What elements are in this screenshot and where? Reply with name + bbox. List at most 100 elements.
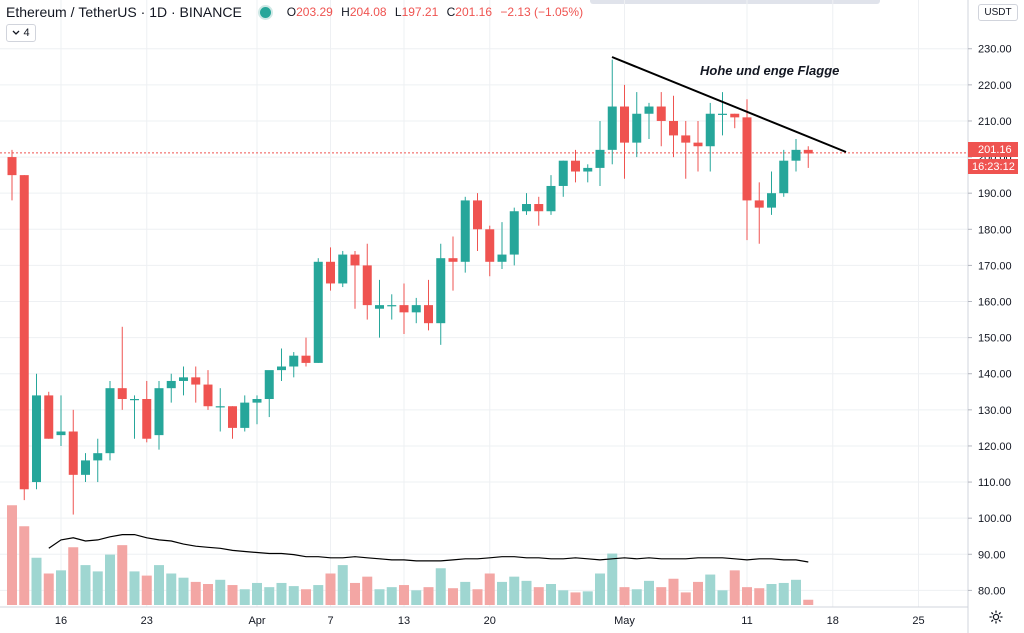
candle [436,243,446,345]
candle [656,92,666,147]
volume-bar [533,587,544,605]
symbol-base[interactable]: Ethereum [6,4,67,20]
candle [105,380,115,461]
candle-body [436,258,446,324]
candle [473,193,482,251]
volume-bar [754,588,765,605]
volume-bar [778,582,789,605]
volume-bar [105,554,115,605]
candle-body [81,460,90,475]
candle-body [240,402,250,428]
candle-body [362,265,372,306]
time-axis-label: 16 [55,615,67,627]
candle-body [460,200,470,262]
last-price-tag-text: 201.16 [978,144,1012,156]
volume-bar [7,505,17,605]
volume-bar [766,584,777,605]
candle [620,84,629,179]
candle [56,395,66,446]
candle [583,164,593,183]
candle-body [32,395,41,483]
candle-body [203,384,213,407]
candle [607,59,617,165]
last-price-tag: 201.16 [968,142,1018,157]
volume-bar [705,574,716,605]
volume-bar [80,565,91,605]
candle-body [424,305,433,324]
candle [203,370,213,410]
volume-bar [227,585,238,605]
volume-bar [570,592,581,605]
exchange-label[interactable]: BINANCE [179,4,242,20]
candle [791,139,801,172]
candle [338,250,348,288]
candle [350,250,360,309]
price-axis-label: 150.00 [978,333,1012,345]
candle [460,196,470,273]
candle-body [754,200,764,208]
price-axis-label: 190.00 [978,188,1012,200]
volume-bar [43,573,54,605]
volume-bar [337,565,348,605]
volume-bar [313,585,324,605]
time-axis-label: May [614,615,635,627]
volume-bar [729,570,740,605]
volume-bar [203,584,213,605]
gear-icon[interactable] [988,609,1004,625]
price-axis-label: 140.00 [978,369,1012,381]
candle-body [534,204,544,212]
volume-bar [693,581,703,605]
time-axis[interactable]: 16 23 Apr 7 13 20 May 11 18 25 [55,615,925,627]
candle [632,92,642,158]
indicator-toggle-button[interactable]: 4 [6,24,36,42]
volume-bar [301,589,311,605]
candle [81,453,90,483]
price-axis-label: 80.00 [978,585,1006,597]
price-axis-label: 170.00 [978,260,1012,272]
symbol-quote[interactable]: TetherUS [78,4,137,20]
candle-body [803,149,813,154]
volume-bar [190,581,201,605]
candle-body [497,254,507,262]
candle-body [7,157,17,176]
candle-body [44,395,54,439]
countdown-tag: 16:23:12 [968,159,1018,174]
price-candles [7,59,813,515]
candle-body [375,305,384,309]
candle [191,366,201,403]
candle [154,380,164,450]
candle [399,283,409,335]
candle [509,207,519,266]
volume-bar [803,599,814,605]
candle-body [191,377,201,385]
symbol-header[interactable]: Ethereum / TetherUS · 1D · BINANCE O203.… [6,4,583,20]
volume-bar [276,582,287,605]
flag-annotation[interactable]: Hohe und enge Flagge [700,63,839,78]
high-label: H [341,5,350,19]
candle [571,149,580,183]
candle [754,182,764,244]
candle-body [399,305,409,313]
volume-bar [68,547,79,605]
candle [803,146,813,168]
candle [497,222,507,270]
interval-label[interactable]: 1D [149,4,168,20]
currency-label[interactable]: USDT [978,4,1018,21]
volume-bar [607,553,618,605]
volume-bar [644,580,654,605]
candle [289,352,299,378]
price-axis-label: 120.00 [978,441,1012,453]
candle [485,225,495,277]
candle [117,326,127,410]
volume-bar [166,573,177,605]
candle-body [656,106,666,121]
flag-trendline[interactable] [611,56,847,153]
candle-body [301,355,311,363]
volume-bar [399,585,409,605]
symbol-separator-3: · [167,4,180,20]
countdown-tag-text: 16:23:12 [972,161,1015,173]
candle [644,102,654,140]
candle-body [779,160,789,194]
price-axis[interactable]: 80.00 90.00 100.00 110.00 120.00 130.00 140.00… [968,44,1012,598]
